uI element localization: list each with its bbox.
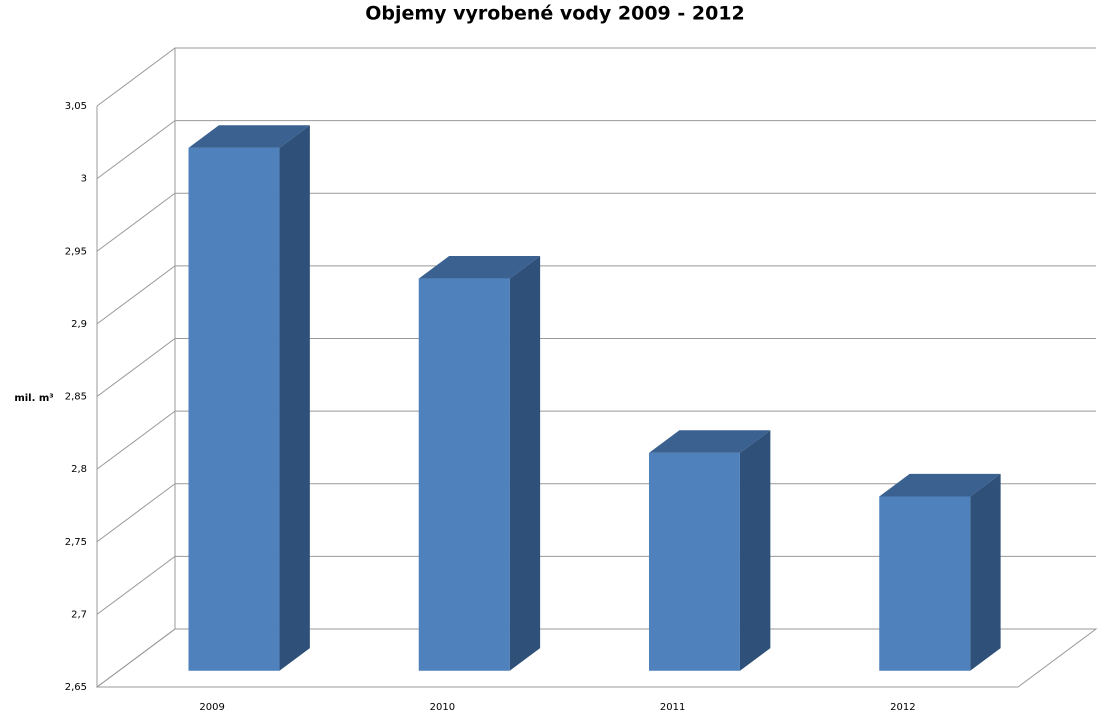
bar-top xyxy=(648,430,771,453)
grid-line xyxy=(96,338,1096,397)
x-tick-label: 2012 xyxy=(890,702,915,713)
bar xyxy=(188,147,280,671)
y-tick-label: 2,8 xyxy=(71,464,87,475)
bar-side xyxy=(279,125,310,671)
grid-line xyxy=(96,628,1096,688)
bar-side xyxy=(509,255,541,671)
y-tick-label: 2,9 xyxy=(71,319,87,330)
grid-line xyxy=(96,410,1096,470)
y-tick-label: 3 xyxy=(81,174,87,185)
chart-title: Objemy vyrobené vody 2009 - 2012 xyxy=(365,3,745,25)
grid-line xyxy=(96,47,1096,107)
bar-side xyxy=(739,430,771,671)
bar-top xyxy=(188,125,310,148)
y-tick-label: 2,75 xyxy=(65,537,87,548)
y-tick-label: 2,85 xyxy=(65,392,87,403)
grid-line xyxy=(96,483,1096,543)
y-tick-label: 3,05 xyxy=(65,101,87,112)
bar-top xyxy=(418,255,541,279)
bar-side xyxy=(970,473,1001,671)
grid-line xyxy=(96,192,1096,252)
y-tick-label: 2,7 xyxy=(71,609,87,620)
bar-top xyxy=(879,473,1001,497)
y-tick-label: 2,65 xyxy=(65,682,87,693)
x-tick-label: 2011 xyxy=(660,702,685,713)
grid-line xyxy=(96,555,1096,615)
grid-line xyxy=(96,120,1096,180)
x-tick-label: 2010 xyxy=(430,702,455,713)
x-tick-label: 2009 xyxy=(199,702,224,713)
y-axis-label: mil. m³ xyxy=(14,393,53,404)
y-tick-label: 2,95 xyxy=(65,246,87,257)
bar xyxy=(648,452,740,671)
bar xyxy=(879,496,971,671)
grid-line xyxy=(96,265,1096,325)
bar xyxy=(418,278,510,671)
